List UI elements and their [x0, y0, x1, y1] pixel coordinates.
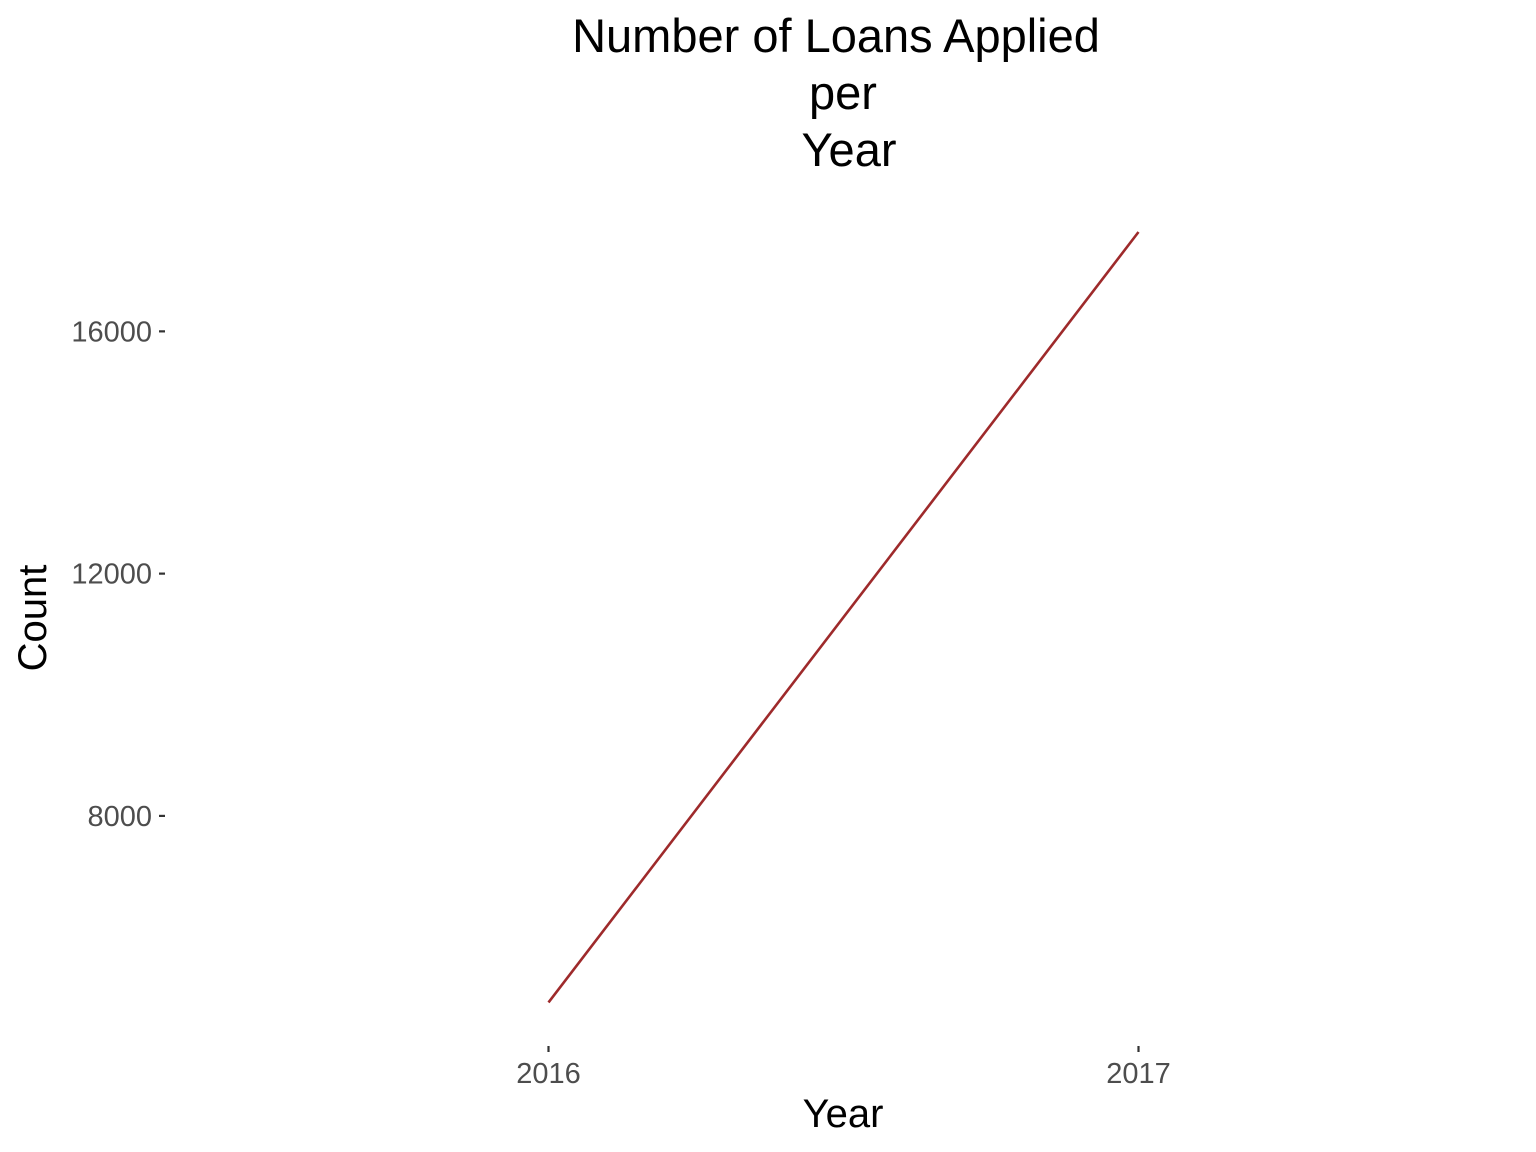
chart-title-line-2: per	[809, 66, 877, 119]
x-tick-label: 2017	[1106, 1058, 1171, 1090]
y-axis: 8000 12000 16000	[71, 316, 165, 833]
y-axis-title: Count	[11, 565, 55, 672]
y-tick-label: 16000	[71, 316, 152, 348]
x-axis-title: Year	[803, 1092, 884, 1136]
chart-title-line-1: Number of Loans Applied	[572, 9, 1100, 62]
chart-title-line-3: Year	[802, 123, 897, 176]
series-line-0	[547, 231, 1140, 1004]
y-tick-label: 12000	[71, 559, 152, 591]
x-axis: 2016 2017	[516, 1046, 1171, 1090]
y-tick-label: 8000	[87, 801, 152, 833]
chart-title: Number of Loans Applied per Year	[572, 9, 1100, 176]
x-tick-label: 2016	[516, 1058, 581, 1090]
series-group	[547, 231, 1140, 1004]
